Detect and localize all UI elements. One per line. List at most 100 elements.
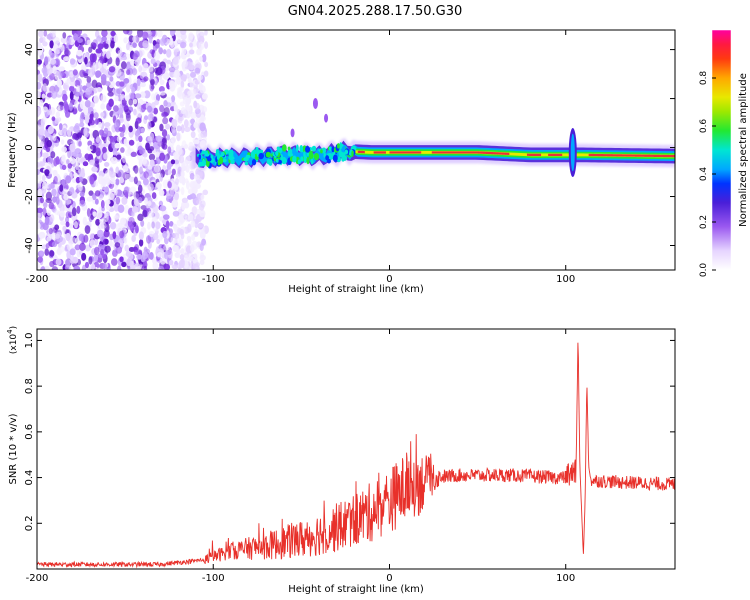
band-blob xyxy=(206,157,212,162)
band-blob xyxy=(220,151,225,157)
noise-blob xyxy=(113,215,119,221)
noise-blob xyxy=(84,56,88,65)
noise-blob xyxy=(129,223,135,232)
noise-blob xyxy=(104,238,109,245)
noise-blob xyxy=(132,53,138,61)
snr-frame xyxy=(36,328,676,570)
noise-blob xyxy=(168,66,176,73)
noise-blob xyxy=(120,61,127,70)
band-blob xyxy=(204,153,210,157)
noise-blob xyxy=(81,167,85,177)
noise-blob xyxy=(158,265,165,270)
noise-blob xyxy=(155,151,160,158)
noise-blob xyxy=(52,169,58,177)
noise-blob xyxy=(110,136,117,143)
noise-blob xyxy=(146,105,153,113)
noise-blob xyxy=(65,232,71,242)
noise-blob xyxy=(62,32,67,39)
noise-blob xyxy=(191,206,198,216)
noise-blob xyxy=(185,180,190,190)
noise-blob xyxy=(132,35,137,43)
band-blob xyxy=(310,158,314,165)
band-blob xyxy=(281,157,287,165)
noise-blob xyxy=(150,30,156,37)
noise-blob xyxy=(115,245,123,254)
noise-blob xyxy=(167,146,172,154)
noise-blob xyxy=(143,171,149,179)
noise-blob xyxy=(176,249,182,255)
noise-blob xyxy=(48,183,55,190)
noise-blob xyxy=(141,31,149,40)
band-blob xyxy=(306,156,310,165)
noise-blob xyxy=(178,154,185,164)
noise-blob xyxy=(159,258,166,265)
noise-blob xyxy=(89,233,95,240)
noise-blob xyxy=(89,119,95,126)
noise-blob xyxy=(102,146,107,154)
noise-blob xyxy=(155,135,163,142)
noise-blob xyxy=(122,165,129,172)
noise-blob xyxy=(106,50,111,59)
noise-blob xyxy=(54,118,60,124)
noise-blob xyxy=(148,146,155,152)
spike-inner xyxy=(570,133,575,172)
noise-blob xyxy=(204,30,208,36)
band-blob xyxy=(311,145,317,152)
noise-blob xyxy=(49,40,54,49)
noise-blob xyxy=(63,100,68,109)
noise-blob xyxy=(51,91,58,99)
noise-blob xyxy=(197,74,202,83)
noise-blob xyxy=(99,56,106,64)
noise-blob xyxy=(143,76,149,82)
noise-blob xyxy=(73,125,80,133)
noise-blob xyxy=(50,151,56,159)
noise-blob xyxy=(126,69,131,76)
noise-blob xyxy=(185,109,192,118)
noise-blob xyxy=(166,48,172,58)
snr-x-tick-label: -100 xyxy=(202,573,225,584)
noise-blob xyxy=(37,59,43,65)
noise-blob xyxy=(84,225,91,234)
noise-blob xyxy=(69,157,76,165)
noise-blob xyxy=(110,40,115,49)
band-blob xyxy=(305,146,311,153)
band-blob xyxy=(299,145,304,153)
noise-blob xyxy=(144,197,148,205)
noise-blob xyxy=(84,115,90,125)
noise-blob xyxy=(58,66,65,72)
noise-blob xyxy=(169,37,174,46)
noise-blob xyxy=(189,181,196,190)
noise-blob xyxy=(44,248,50,256)
noise-blob xyxy=(116,136,121,143)
noise-blob xyxy=(163,244,170,251)
noise-blob xyxy=(199,56,203,62)
noise-blob xyxy=(55,48,60,55)
noise-blob xyxy=(128,176,135,183)
chart-title: GN04.2025.288.17.50.G30 xyxy=(288,4,463,19)
spectrogram-y-tick-label: -20 xyxy=(24,188,35,204)
noise-blob xyxy=(147,210,154,218)
noise-blob xyxy=(95,48,103,54)
noise-blob xyxy=(114,142,121,149)
noise-blob xyxy=(200,194,205,201)
noise-blob xyxy=(131,86,136,94)
noise-blob xyxy=(151,192,157,199)
noise-blob xyxy=(42,181,47,190)
noise-blob xyxy=(158,200,164,207)
noise-blob xyxy=(55,258,62,266)
band-blob xyxy=(216,155,220,160)
noise-blob xyxy=(57,247,62,256)
snr-panel: -200 -100 0 100 0.2 0.4 0.6 0.8 1.0 Height of st… xyxy=(6,326,676,595)
noise-blob xyxy=(66,36,71,46)
noise-blob xyxy=(201,93,208,100)
noise-blob xyxy=(177,36,181,44)
band-blob xyxy=(215,148,220,155)
noise-blob xyxy=(101,36,107,42)
noise-blob xyxy=(109,222,117,230)
noise-blob xyxy=(94,118,99,125)
noise-blob xyxy=(188,141,194,150)
noise-blob xyxy=(73,33,78,41)
noise-blob xyxy=(149,251,154,260)
noise-blob xyxy=(161,129,168,138)
